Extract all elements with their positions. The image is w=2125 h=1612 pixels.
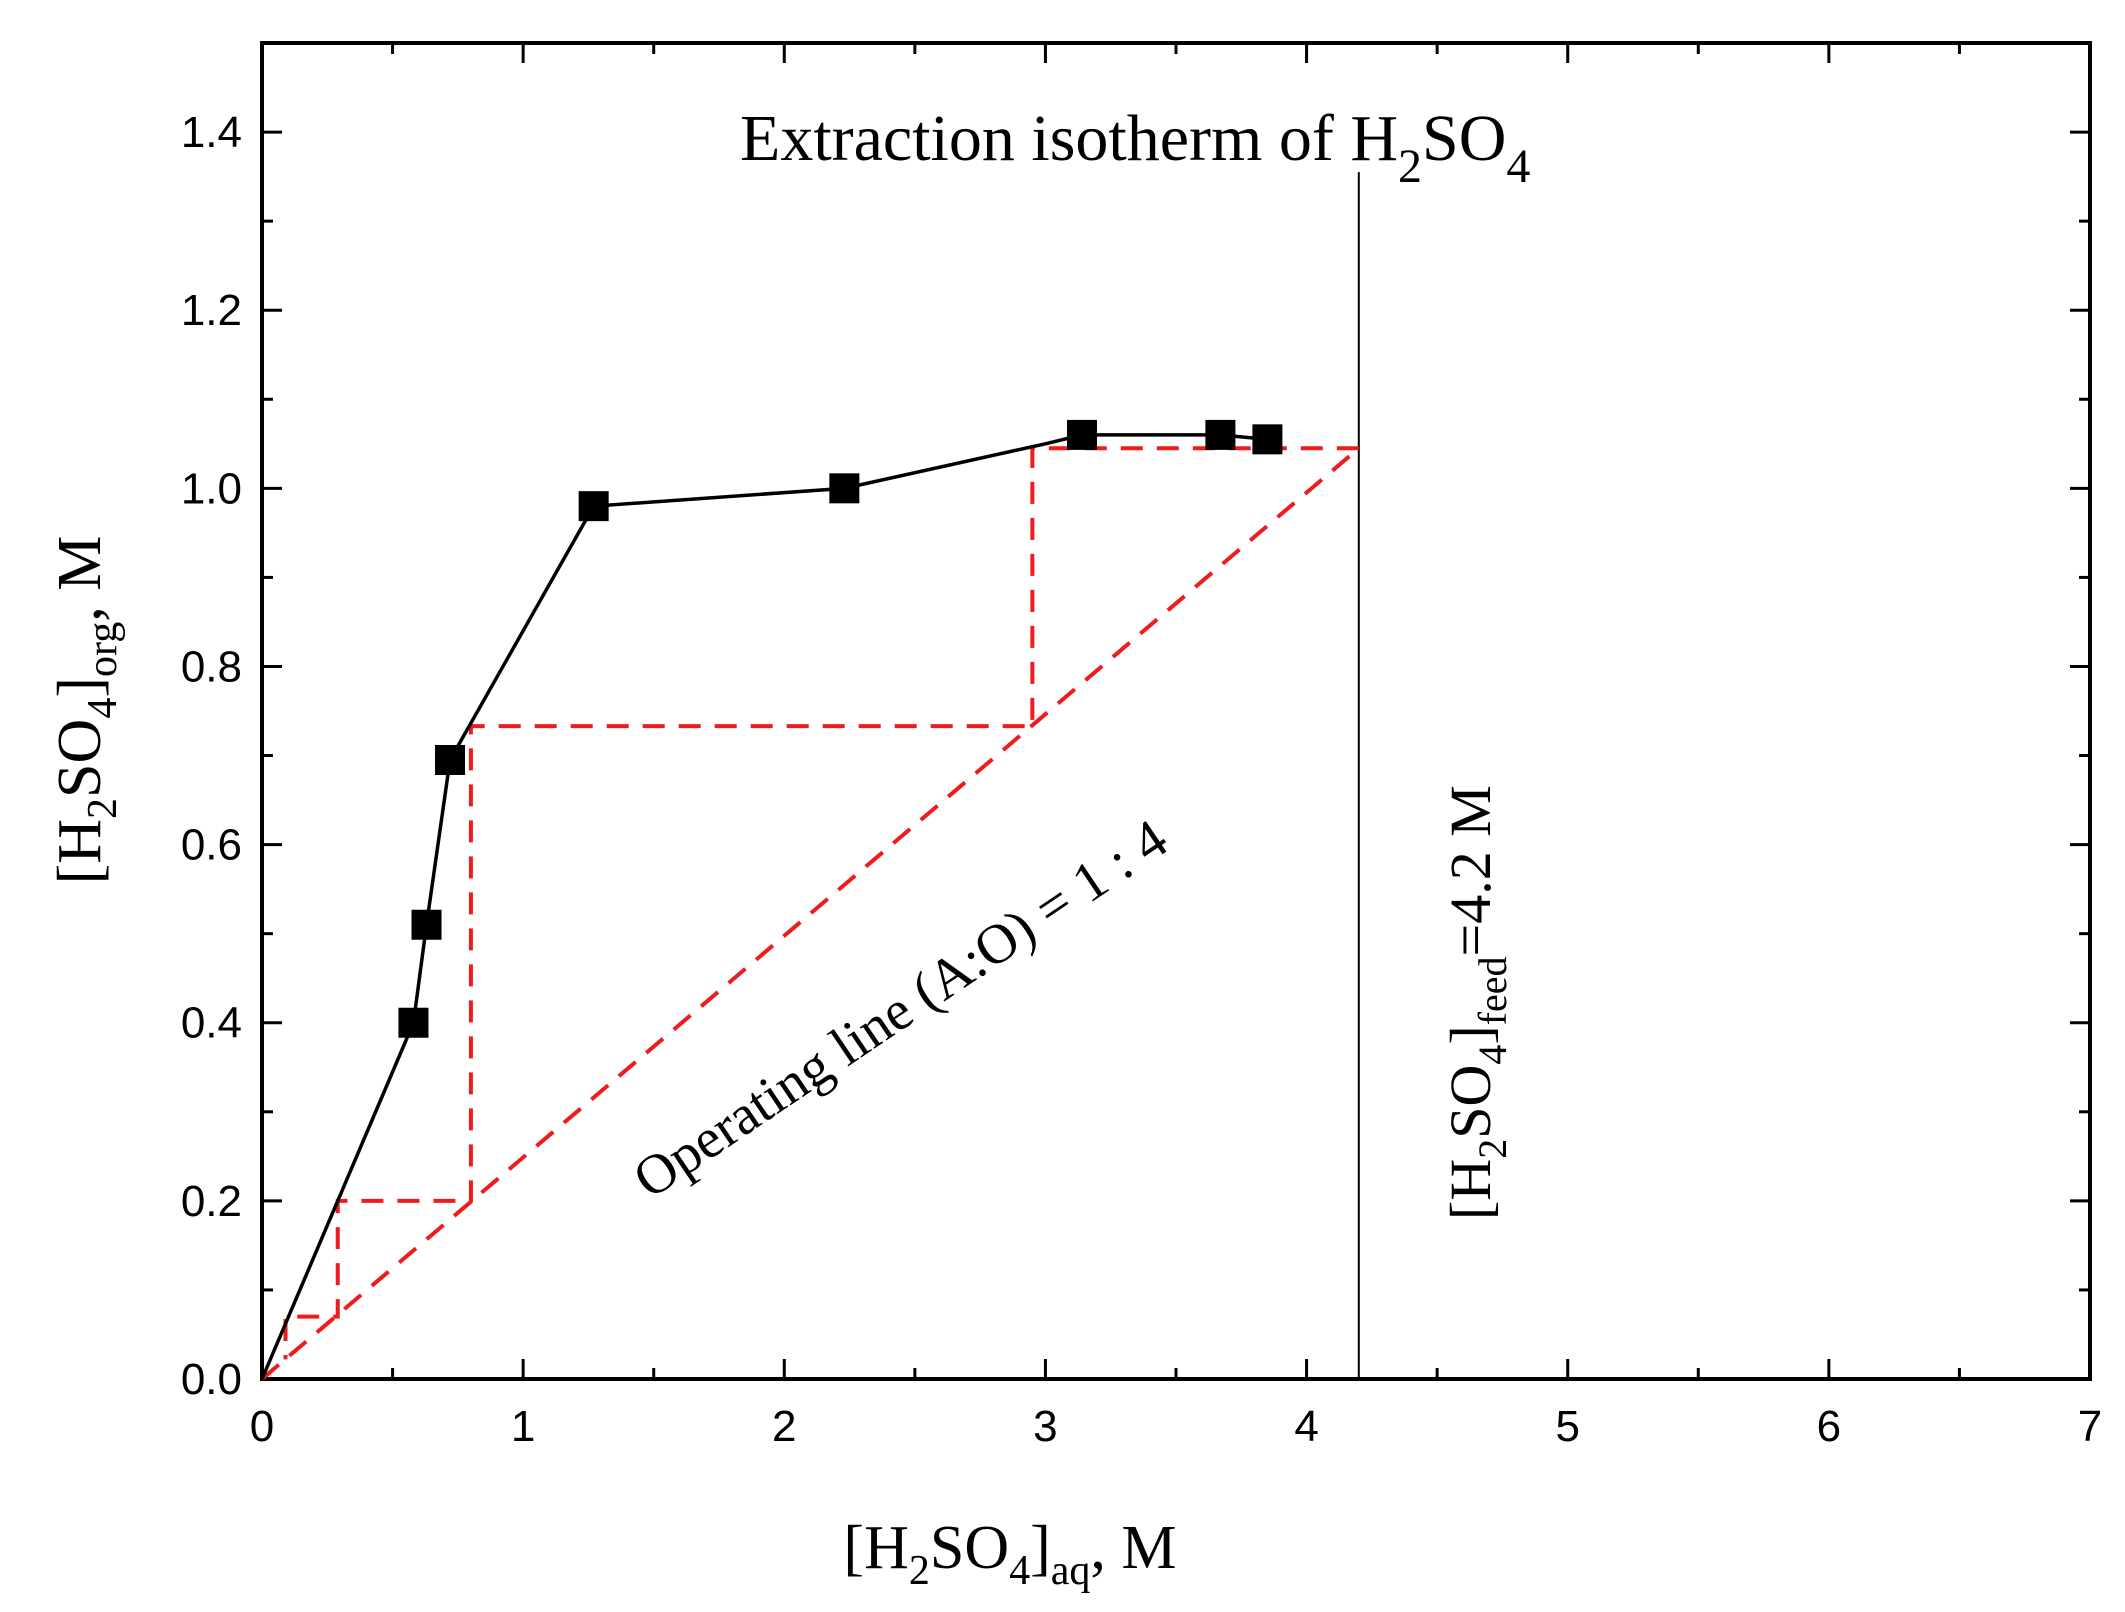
x-tick-label: 1 <box>511 1402 535 1451</box>
y-tick-label: 0.8 <box>181 642 242 691</box>
y-axis-ticks: 0.0 0.2 0.4 0.6 0.8 1.0 1.2 1.4 <box>181 41 2090 1404</box>
isotherm-point <box>435 744 466 775</box>
x-tick-label: 5 <box>1555 1402 1579 1451</box>
isotherm-point <box>1066 419 1097 450</box>
y-tick-label: 1.0 <box>181 464 242 513</box>
y-axis-label: [H2SO4]org, M <box>46 536 126 885</box>
y-tick-label: 1.2 <box>181 286 242 335</box>
stage-steps <box>283 446 1359 1360</box>
x-tick-label: 6 <box>1817 1402 1841 1451</box>
isotherm-curve <box>260 433 1268 1380</box>
isotherm-point <box>1252 424 1283 455</box>
isotherm-point <box>411 909 442 940</box>
x-tick-label: 0 <box>250 1402 274 1451</box>
x-tick-label: 2 <box>772 1402 796 1451</box>
isotherm-point <box>398 1007 429 1038</box>
x-axis-label: [H2SO4]aq, M <box>843 1514 1176 1594</box>
x-tick-label: 4 <box>1294 1402 1318 1451</box>
x-axis-ticks: 0 1 2 3 4 5 6 7 <box>250 43 2102 1451</box>
series-layer <box>260 172 1361 1381</box>
y-tick-label: 0.2 <box>181 1177 242 1226</box>
y-tick-label: 0.0 <box>181 1355 242 1404</box>
x-tick-label: 3 <box>1033 1402 1057 1451</box>
feed-line-label: [H2SO4]feed=4.2 M <box>1438 785 1515 1220</box>
x-tick-label: 7 <box>2078 1402 2102 1451</box>
y-tick-label: 0.4 <box>181 999 242 1048</box>
y-tick-label: 0.6 <box>181 821 242 870</box>
operating-line <box>260 446 1361 1381</box>
isotherm-point <box>1205 419 1236 450</box>
isotherm-point <box>578 491 609 522</box>
chart-title: Extraction isotherm of H2SO4 <box>740 102 1530 193</box>
y-tick-label: 1.4 <box>181 108 242 157</box>
isotherm-point <box>829 473 860 504</box>
